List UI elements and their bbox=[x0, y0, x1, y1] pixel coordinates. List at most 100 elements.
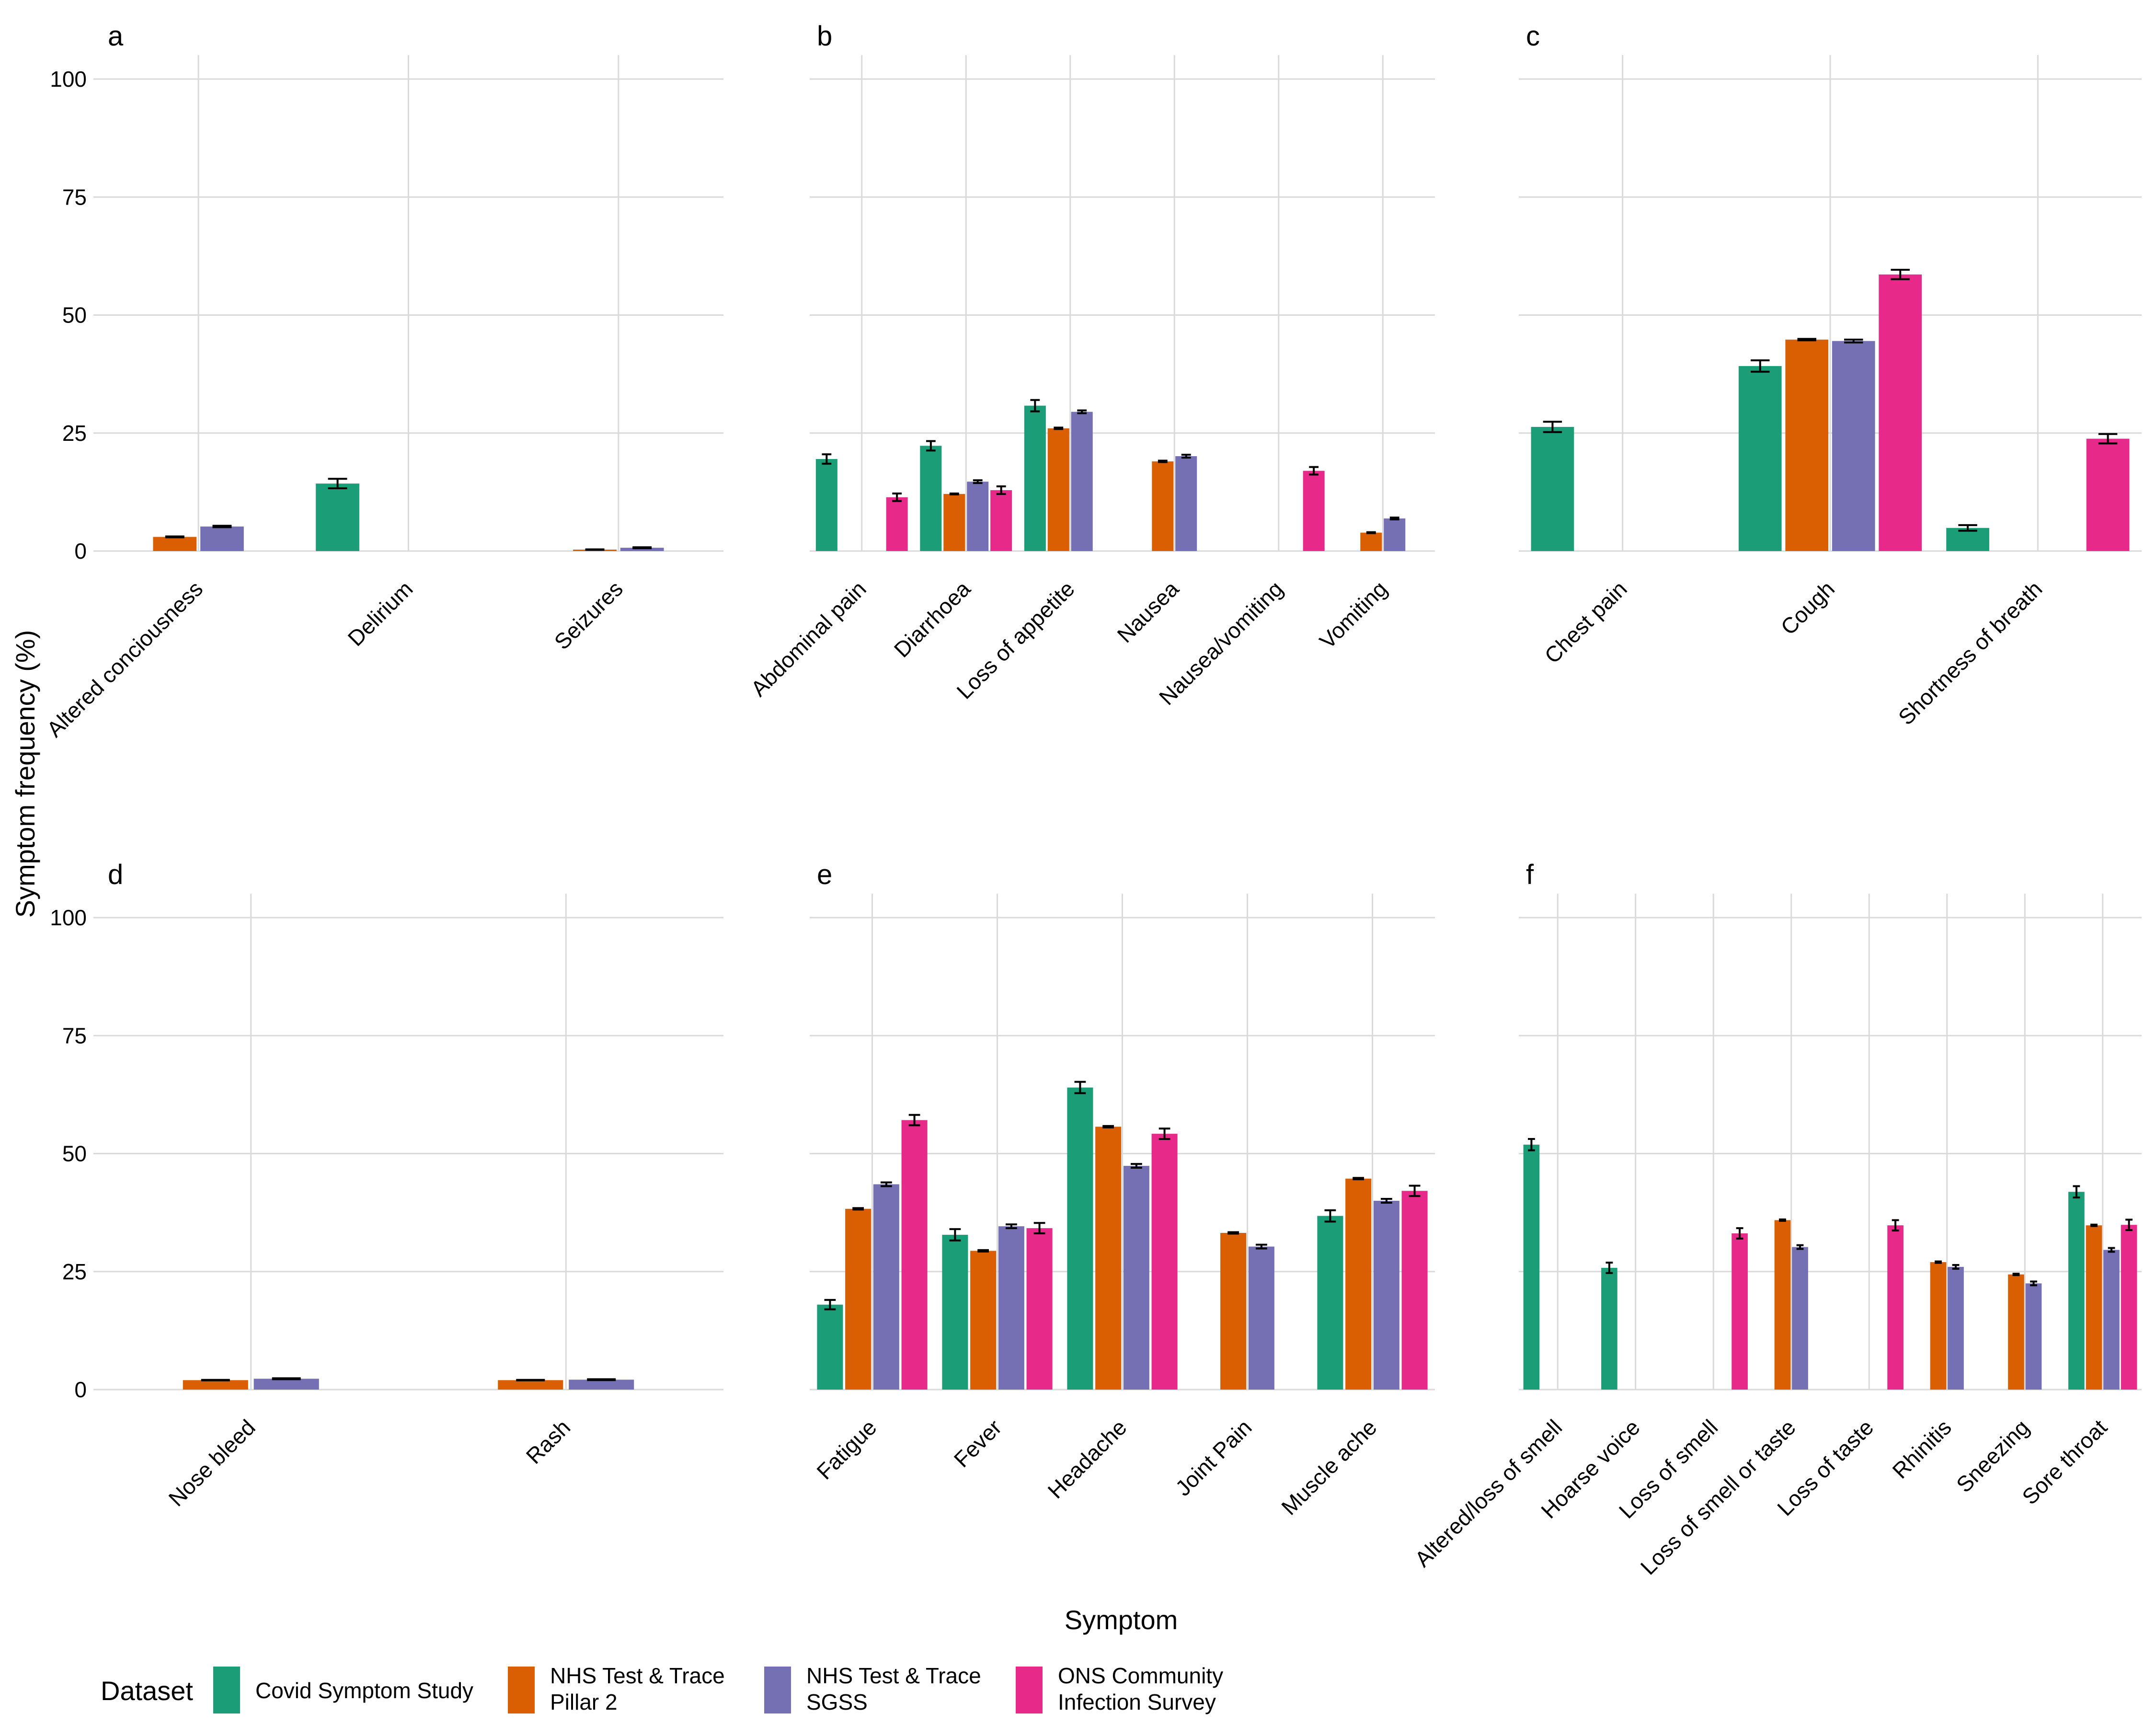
legend-item-css: Covid Symptom Study bbox=[213, 1667, 473, 1714]
errorbar-e-headache-ons bbox=[1158, 1127, 1170, 1140]
errorbar-e-fever-ons bbox=[1033, 1222, 1045, 1234]
errorbar-f-loss-of-taste-ons bbox=[1892, 1219, 1899, 1232]
bar-c-chest-pain-css bbox=[1531, 426, 1574, 551]
y-tick-label: 0 bbox=[74, 539, 87, 564]
bar-f-sore-throat-p2 bbox=[2086, 1225, 2102, 1390]
panel-c: Chest pain Cough Shortness of breath c bbox=[1519, 21, 2142, 730]
x-tick-label: Headache bbox=[1043, 1414, 1132, 1503]
bar-f-loss-of-smell-or-taste-p2 bbox=[1774, 1220, 1791, 1390]
x-tick-label: Sneezing bbox=[1951, 1414, 2034, 1497]
x-tick-label: Vomiting bbox=[1315, 576, 1392, 654]
x-tick-label: Chest pain bbox=[1539, 576, 1631, 668]
x-tick-label: Loss of smell or taste bbox=[1636, 1414, 1800, 1579]
errorbar-e-headache-sgss bbox=[1130, 1163, 1142, 1169]
errorbar-e-fatigue-css bbox=[824, 1299, 836, 1311]
bar-b-nausea-sgss bbox=[1175, 456, 1197, 551]
bar-e-headache-ons bbox=[1151, 1134, 1178, 1390]
legend-label: Covid Symptom Study bbox=[255, 1678, 473, 1703]
bar-e-fatigue-css bbox=[817, 1304, 843, 1390]
errorbar-b-diarrhoea-sgss bbox=[973, 479, 983, 484]
x-tick-label: Altered conciousness bbox=[42, 576, 207, 742]
x-tick-label: Muscle ache bbox=[1276, 1414, 1381, 1519]
bar-e-headache-p2 bbox=[1095, 1127, 1122, 1390]
bar-e-fatigue-ons bbox=[901, 1120, 928, 1390]
legend-label: NHS Test & Trace bbox=[806, 1663, 981, 1688]
panel-label-c: c bbox=[1526, 21, 1540, 52]
x-tick-label: Nose bleed bbox=[163, 1414, 260, 1511]
errorbar-b-loss-of-appetite-css bbox=[1030, 399, 1040, 413]
x-tick-label: Rash bbox=[521, 1414, 575, 1469]
bar-b-vomiting-sgss bbox=[1384, 518, 1406, 551]
errorbar-e-muscle-ache-css bbox=[1324, 1209, 1336, 1223]
errorbar-e-joint-pain-p2 bbox=[1227, 1231, 1239, 1235]
bar-b-nausea-vomiting-ons bbox=[1303, 471, 1325, 551]
bar-f-rhinitis-p2 bbox=[1930, 1262, 1947, 1390]
y-tick-label: 100 bbox=[50, 67, 87, 92]
x-tick-label: Seizures bbox=[550, 576, 628, 654]
errorbar-c-shortness-of-breath-css bbox=[1958, 524, 1977, 532]
errorbar-a-altered-conciousness-p2 bbox=[165, 535, 184, 539]
bar-f-rhinitis-sgss bbox=[1948, 1266, 1964, 1390]
bar-a-delirium-css bbox=[316, 483, 359, 551]
bar-f-sore-throat-css bbox=[2068, 1192, 2085, 1390]
bar-b-diarrhoea-ons bbox=[990, 490, 1012, 551]
bar-f-sneezing-sgss bbox=[2025, 1283, 2042, 1390]
bar-f-hoarse-voice-css bbox=[1601, 1267, 1617, 1390]
x-tick-label: Altered/loss of smell bbox=[1410, 1414, 1567, 1572]
bar-d-nose-bleed-sgss bbox=[253, 1379, 319, 1390]
x-tick-label: Joint Pain bbox=[1170, 1414, 1257, 1501]
legend-label: Pillar 2 bbox=[550, 1690, 618, 1714]
legend-label: ONS Community bbox=[1058, 1663, 1223, 1688]
bar-e-fatigue-p2 bbox=[845, 1208, 872, 1390]
errorbar-c-cough-p2 bbox=[1797, 338, 1816, 342]
y-tick-label: 75 bbox=[62, 1023, 87, 1048]
x-tick-label: Rhinitis bbox=[1887, 1414, 1956, 1483]
errorbar-e-fatigue-ons bbox=[908, 1114, 920, 1127]
errorbar-f-sneezing-p2 bbox=[2012, 1273, 2020, 1276]
errorbar-c-cough-css bbox=[1751, 359, 1770, 373]
bar-e-headache-sgss bbox=[1123, 1166, 1149, 1390]
errorbar-e-joint-pain-sgss bbox=[1255, 1243, 1267, 1250]
legend-label: SGSS bbox=[806, 1690, 868, 1714]
bar-b-diarrhoea-css bbox=[920, 446, 942, 551]
panel-label-f: f bbox=[1526, 859, 1534, 890]
bar-e-fever-css bbox=[942, 1234, 968, 1390]
bar-c-cough-p2 bbox=[1785, 339, 1829, 551]
y-tick-label: 50 bbox=[62, 303, 87, 328]
panel-a: 0 25 50 75 100 Altered conciousness Delirium Se… bbox=[42, 21, 723, 742]
bar-b-loss-of-appetite-p2 bbox=[1047, 428, 1069, 551]
errorbar-b-vomiting-sgss bbox=[1389, 517, 1399, 521]
bar-b-loss-of-appetite-sgss bbox=[1071, 412, 1093, 551]
y-tick-label: 0 bbox=[74, 1377, 87, 1402]
x-tick-label: Delirium bbox=[343, 576, 418, 651]
bar-c-shortness-of-breath-ons bbox=[2086, 438, 2130, 551]
y-axis-title: Symptom frequency (%) bbox=[10, 630, 40, 918]
legend-title: Dataset bbox=[101, 1676, 193, 1706]
errorbar-b-abdominal-pain-css bbox=[822, 453, 832, 465]
bar-b-abdominal-pain-ons bbox=[886, 497, 908, 551]
x-tick-label: Fatigue bbox=[812, 1414, 881, 1484]
x-tick-label: Sore throat bbox=[2017, 1414, 2112, 1509]
errorbar-c-cough-sgss bbox=[1844, 338, 1863, 344]
bar-a-altered-conciousness-p2 bbox=[153, 537, 197, 551]
errorbar-f-hoarse-voice-css bbox=[1606, 1262, 1613, 1274]
errorbar-b-loss-of-appetite-p2 bbox=[1054, 426, 1064, 430]
bar-a-seizures-sgss bbox=[620, 548, 664, 551]
y-tick-label: 25 bbox=[62, 1259, 87, 1284]
errorbar-e-muscle-ache-ons bbox=[1409, 1184, 1421, 1197]
errorbar-e-fever-sgss bbox=[1005, 1223, 1017, 1230]
bar-d-rash-p2 bbox=[498, 1380, 563, 1390]
y-tick-label: 50 bbox=[62, 1141, 87, 1166]
errorbar-e-fatigue-sgss bbox=[880, 1181, 892, 1187]
x-tick-label: Cough bbox=[1776, 576, 1839, 640]
legend-swatch bbox=[508, 1667, 535, 1714]
bar-c-shortness-of-breath-css bbox=[1946, 528, 1989, 551]
panel-label-d: d bbox=[108, 859, 123, 890]
bar-e-fever-sgss bbox=[998, 1226, 1024, 1390]
bar-e-muscle-ache-ons bbox=[1401, 1191, 1428, 1390]
errorbar-a-delirium-css bbox=[328, 478, 347, 489]
errorbar-f-altered-loss-of-smell-css bbox=[1528, 1138, 1535, 1151]
